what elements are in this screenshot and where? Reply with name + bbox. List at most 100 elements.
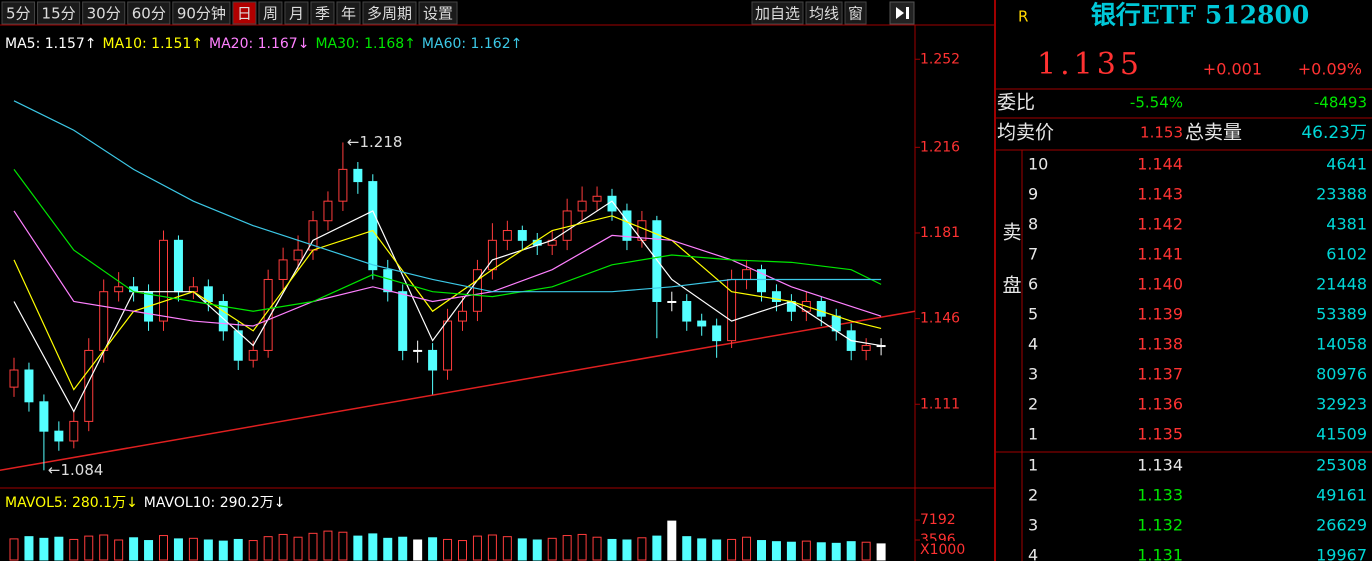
candle-chart	[0, 100, 915, 472]
book-volume: 14058	[1316, 335, 1367, 354]
volume-legend: MAVOL5: 280.1万↓	[5, 495, 138, 511]
volume-bar	[188, 537, 198, 561]
volume-bar	[218, 540, 228, 561]
volume-bar	[278, 533, 288, 561]
candle-body	[667, 300, 677, 303]
volume-bar	[338, 531, 348, 561]
period-tab[interactable]: 30分	[87, 5, 121, 23]
legend-entry: MA20: 1.167↓	[209, 36, 309, 52]
candle-body	[428, 349, 438, 371]
book-level: 1	[1028, 425, 1038, 444]
book-price: 1.137	[1137, 365, 1183, 384]
candle-body	[757, 269, 766, 293]
trend-line	[0, 310, 915, 472]
book-level: 5	[1028, 305, 1038, 324]
book-price: 1.134	[1137, 456, 1183, 475]
candle-body	[592, 195, 602, 202]
book-price: 1.135	[1137, 425, 1183, 444]
period-tab[interactable]: 设置	[423, 5, 453, 23]
volume-bar	[592, 536, 602, 561]
volume-bar	[413, 539, 423, 561]
tool-tab-bg	[751, 1, 804, 25]
volume-bar	[99, 534, 109, 561]
legend-entry: MA10: 1.151↑	[103, 36, 203, 52]
candle-body	[353, 168, 363, 183]
volume-bar	[517, 538, 527, 561]
book-level: 4	[1028, 335, 1038, 354]
candle-body	[54, 430, 64, 442]
candle-body	[443, 320, 453, 371]
book-level: 3	[1028, 365, 1038, 384]
candle-body	[816, 300, 826, 317]
period-tab[interactable]: 15分	[42, 5, 76, 23]
period-tab[interactable]: 月	[289, 5, 304, 23]
period-tab-bg	[284, 1, 309, 25]
volume-bar	[532, 539, 542, 561]
volume-bar	[203, 539, 213, 561]
volume-bar	[84, 535, 94, 561]
volume-bar	[622, 539, 632, 561]
total-label: 总卖量	[1185, 122, 1242, 144]
tool-tab[interactable]: 加自选	[755, 5, 800, 23]
period-tab[interactable]: 多周期	[367, 5, 412, 23]
toolbar: 5分 15分 30分 60分 90分钟日周月季年多周期 设置 加自选 均线窗	[1, 1, 867, 25]
period-tab-bg	[336, 1, 361, 25]
volume-chart	[9, 520, 886, 561]
volume-bar	[697, 538, 707, 561]
candle-body	[9, 369, 19, 388]
book-price: 1.140	[1137, 275, 1183, 294]
book-price: 1.139	[1137, 305, 1183, 324]
candle-body	[233, 330, 243, 361]
period-tab[interactable]: 5分	[6, 5, 31, 23]
book-price: 1.143	[1137, 185, 1183, 204]
legend-entry: MA30: 1.168↑	[315, 36, 415, 52]
volume-bar	[876, 543, 886, 561]
book-price: 1.138	[1137, 335, 1183, 354]
period-tab[interactable]: 年	[341, 5, 356, 23]
ratio-diff: -48493	[1314, 94, 1367, 112]
volume-bar	[742, 536, 752, 561]
period-tab[interactable]: 周	[263, 5, 278, 23]
volume-bar	[24, 536, 34, 561]
window-icon[interactable]	[889, 1, 915, 25]
volume-bar	[114, 539, 124, 561]
tool-tab[interactable]: 窗	[848, 5, 863, 23]
candle-body	[159, 239, 168, 322]
book-level: 6	[1028, 275, 1038, 294]
volume-bar	[801, 540, 811, 561]
period-tab-bg	[232, 1, 257, 25]
book-price: 1.142	[1137, 215, 1183, 234]
candle-body	[278, 259, 288, 280]
volume-bar	[771, 541, 781, 561]
ratio-label: 委比	[997, 92, 1035, 114]
avg: 1.153	[1140, 124, 1183, 142]
book-volume: 25308	[1316, 456, 1367, 475]
book-level: 4	[1028, 546, 1038, 561]
unit-bg	[917, 541, 973, 559]
tool-tab-bg	[844, 1, 867, 25]
legend-entry: MA5: 1.157↑	[5, 36, 97, 52]
book-price: 1.144	[1137, 155, 1183, 174]
y-tick-label: 1.111	[920, 396, 960, 412]
book-volume: 49161	[1316, 486, 1367, 505]
ma-line	[13, 200, 882, 413]
volume-bar	[577, 533, 587, 561]
volume-bar	[308, 532, 318, 561]
candle-body	[114, 286, 124, 293]
candle-body	[458, 310, 467, 322]
y-tick-label: 1.216	[920, 139, 960, 155]
tool-tab[interactable]: 均线	[809, 5, 839, 23]
period-tab[interactable]: 季	[315, 5, 330, 23]
period-tab[interactable]: 90分钟	[177, 5, 226, 23]
volume-bar	[323, 530, 333, 561]
candle-body	[218, 300, 228, 332]
legend-entry: MA60: 1.162↑	[422, 36, 522, 52]
period-tab[interactable]: 60分	[132, 5, 166, 23]
volume-bar	[293, 536, 303, 561]
volume-unit: X1000	[920, 542, 965, 558]
volume-bar	[428, 537, 438, 561]
period-tab[interactable]: 日	[237, 5, 252, 23]
candle-body	[99, 291, 109, 351]
volume-bar	[54, 536, 64, 561]
